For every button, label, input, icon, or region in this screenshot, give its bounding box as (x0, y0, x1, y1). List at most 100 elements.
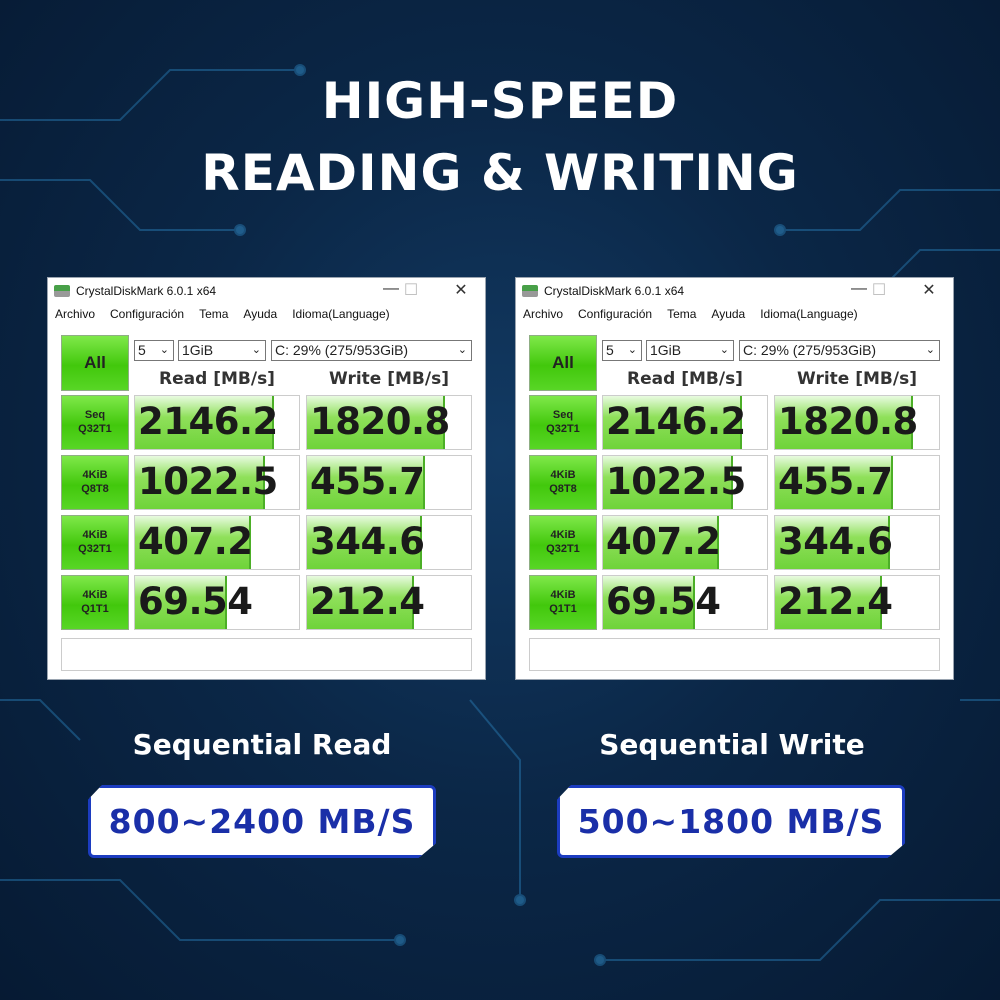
chevron-down-icon: ⌄ (719, 344, 729, 356)
write-value: 344.6 (310, 520, 425, 563)
size-select[interactable]: 1GiB ⌄ (646, 340, 734, 361)
read-result: 2146.2 (602, 395, 768, 450)
read-result: 69.54 (134, 575, 300, 630)
read-bar (603, 456, 733, 509)
minimize-icon[interactable]: — (383, 280, 399, 297)
menu-item[interactable]: Ayuda (243, 307, 278, 321)
test-button-row[interactable]: 4KiB Q32T1 (529, 515, 597, 570)
test-button-row[interactable]: 4KiB Q8T8 (529, 455, 597, 510)
test-button-row[interactable]: 4KiB Q8T8 (61, 455, 129, 510)
app-icon (54, 284, 70, 297)
read-header: Read [MB/s] (627, 369, 743, 389)
menu-item[interactable]: Archivo (523, 307, 564, 321)
menu-item[interactable]: Archivo (55, 307, 96, 321)
count-select[interactable]: 5 ⌄ (602, 340, 642, 361)
minimize-icon[interactable]: — (851, 280, 867, 297)
test-params: Q1T1 (549, 603, 577, 615)
close-icon[interactable]: ✕ (454, 282, 468, 299)
menu-item[interactable]: Idioma(Language) (760, 307, 858, 321)
count-value: 5 (606, 342, 614, 358)
write-value: 1820.8 (778, 400, 918, 443)
write-value: 455.7 (310, 460, 425, 503)
chevron-down-icon: ⌄ (627, 344, 637, 356)
comment-field[interactable] (61, 638, 472, 671)
title-bar: CrystalDiskMark 6.0.1 x64 — ☐ ✕ (48, 278, 485, 303)
menu-item[interactable]: Ayuda (711, 307, 746, 321)
read-value: 69.54 (138, 580, 253, 623)
menu-item[interactable]: Idioma(Language) (292, 307, 390, 321)
write-value: 1820.8 (310, 400, 450, 443)
write-header: Write [MB/s] (797, 369, 917, 389)
maximize-icon[interactable]: ☐ (403, 282, 419, 299)
test-button-row[interactable]: 4KiB Q1T1 (61, 575, 129, 630)
read-value: 2146.2 (138, 400, 278, 443)
crystaldiskmark-window: CrystalDiskMark 6.0.1 x64 — ☐ ✕ Archivo C… (47, 277, 486, 680)
test-type: Seq (552, 409, 574, 421)
test-params: Q32T1 (78, 543, 112, 555)
write-bar (307, 576, 414, 629)
all-button[interactable]: All (61, 335, 129, 391)
read-result: 1022.5 (134, 455, 300, 510)
drive-select[interactable]: C: 29% (275/953GiB) ⌄ (271, 340, 472, 361)
headline-line-2: READING & WRITING (201, 144, 799, 202)
count-select[interactable]: 5 ⌄ (134, 340, 174, 361)
read-value: 1022.5 (138, 460, 278, 503)
spec-badge-write: 500~1800 MB/S (557, 785, 905, 858)
crystaldiskmark-window: CrystalDiskMark 6.0.1 x64 — ☐ ✕ Archivo C… (515, 277, 954, 680)
title-bar: CrystalDiskMark 6.0.1 x64 — ☐ ✕ (516, 278, 953, 303)
write-bar (775, 396, 913, 449)
test-button-row[interactable]: 4KiB Q32T1 (61, 515, 129, 570)
read-bar (135, 396, 275, 449)
write-result: 1820.8 (774, 395, 940, 450)
test-button-row[interactable]: Seq Q32T1 (61, 395, 129, 450)
menu-item[interactable]: Configuración (578, 307, 653, 321)
write-bar (775, 516, 890, 569)
write-bar (775, 456, 894, 509)
chevron-down-icon: ⌄ (925, 344, 935, 356)
read-bar (135, 516, 252, 569)
read-bar (603, 576, 695, 629)
menu-bar: Archivo Configuración Tema Ayuda Idioma(Lang… (516, 303, 953, 325)
count-value: 5 (138, 342, 146, 358)
spec-label-write: Sequential Write (599, 728, 865, 761)
spec-label-read: Sequential Read (132, 728, 392, 761)
test-button-row[interactable]: 4KiB Q1T1 (529, 575, 597, 630)
read-bar (603, 516, 720, 569)
menu-item[interactable]: Tema (199, 307, 229, 321)
spec-value-write: 500~1800 MB/S (577, 802, 885, 841)
write-bar (307, 516, 422, 569)
close-icon[interactable]: ✕ (922, 282, 936, 299)
drive-select[interactable]: C: 29% (275/953GiB) ⌄ (739, 340, 940, 361)
read-result: 407.2 (602, 515, 768, 570)
test-button-row[interactable]: Seq Q32T1 (529, 395, 597, 450)
maximize-icon[interactable]: ☐ (871, 282, 887, 299)
drive-value: C: 29% (275/953GiB) (743, 342, 877, 358)
test-params: Q32T1 (78, 423, 112, 435)
test-type: 4KiB (550, 529, 576, 541)
menu-item[interactable]: Tema (667, 307, 697, 321)
read-result: 1022.5 (602, 455, 768, 510)
chevron-down-icon: ⌄ (159, 344, 169, 356)
drive-value: C: 29% (275/953GiB) (275, 342, 409, 358)
write-value: 455.7 (778, 460, 893, 503)
read-value: 407.2 (606, 520, 721, 563)
read-result: 2146.2 (134, 395, 300, 450)
read-value: 69.54 (606, 580, 721, 623)
write-value: 212.4 (778, 580, 893, 623)
read-value: 1022.5 (606, 460, 746, 503)
write-bar (775, 576, 882, 629)
test-type: 4KiB (82, 529, 108, 541)
comment-field[interactable] (529, 638, 940, 671)
size-select[interactable]: 1GiB ⌄ (178, 340, 266, 361)
write-bar (307, 456, 426, 509)
chevron-down-icon: ⌄ (457, 344, 467, 356)
write-result: 344.6 (306, 515, 472, 570)
read-value: 407.2 (138, 520, 253, 563)
menu-item[interactable]: Configuración (110, 307, 185, 321)
window-title: CrystalDiskMark 6.0.1 x64 (76, 283, 217, 298)
all-button[interactable]: All (529, 335, 597, 391)
test-params: Q1T1 (81, 603, 109, 615)
test-params: Q8T8 (549, 483, 577, 495)
spec-badge-read: 800~2400 MB/S (88, 785, 436, 858)
